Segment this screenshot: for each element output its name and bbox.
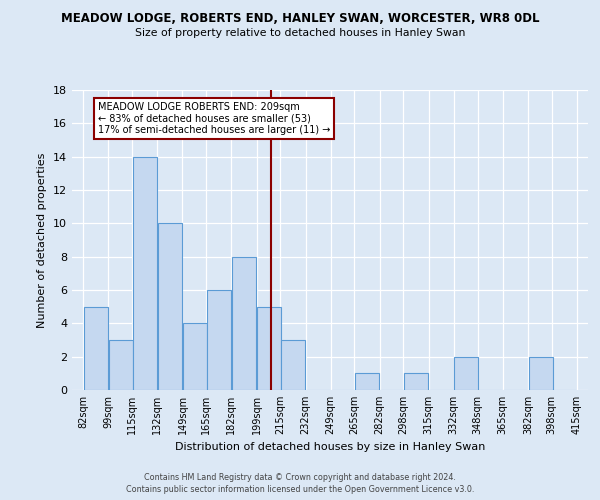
- Bar: [158, 224, 182, 390]
- Bar: [133, 156, 157, 390]
- Y-axis label: Number of detached properties: Number of detached properties: [37, 152, 47, 328]
- Bar: [257, 306, 281, 390]
- Bar: [207, 290, 231, 390]
- Text: MEADOW LODGE, ROBERTS END, HANLEY SWAN, WORCESTER, WR8 0DL: MEADOW LODGE, ROBERTS END, HANLEY SWAN, …: [61, 12, 539, 26]
- Text: MEADOW LODGE ROBERTS END: 209sqm
← 83% of detached houses are smaller (53)
17% o: MEADOW LODGE ROBERTS END: 209sqm ← 83% o…: [98, 102, 331, 135]
- Text: Contains HM Land Registry data © Crown copyright and database right 2024.: Contains HM Land Registry data © Crown c…: [144, 472, 456, 482]
- Bar: [529, 356, 553, 390]
- Bar: [183, 324, 207, 390]
- Text: Distribution of detached houses by size in Hanley Swan: Distribution of detached houses by size …: [175, 442, 485, 452]
- Bar: [355, 374, 379, 390]
- Bar: [404, 374, 428, 390]
- Text: Contains public sector information licensed under the Open Government Licence v3: Contains public sector information licen…: [126, 485, 474, 494]
- Text: Size of property relative to detached houses in Hanley Swan: Size of property relative to detached ho…: [135, 28, 465, 38]
- Bar: [232, 256, 256, 390]
- Bar: [84, 306, 108, 390]
- Bar: [454, 356, 478, 390]
- Bar: [109, 340, 133, 390]
- Bar: [281, 340, 305, 390]
